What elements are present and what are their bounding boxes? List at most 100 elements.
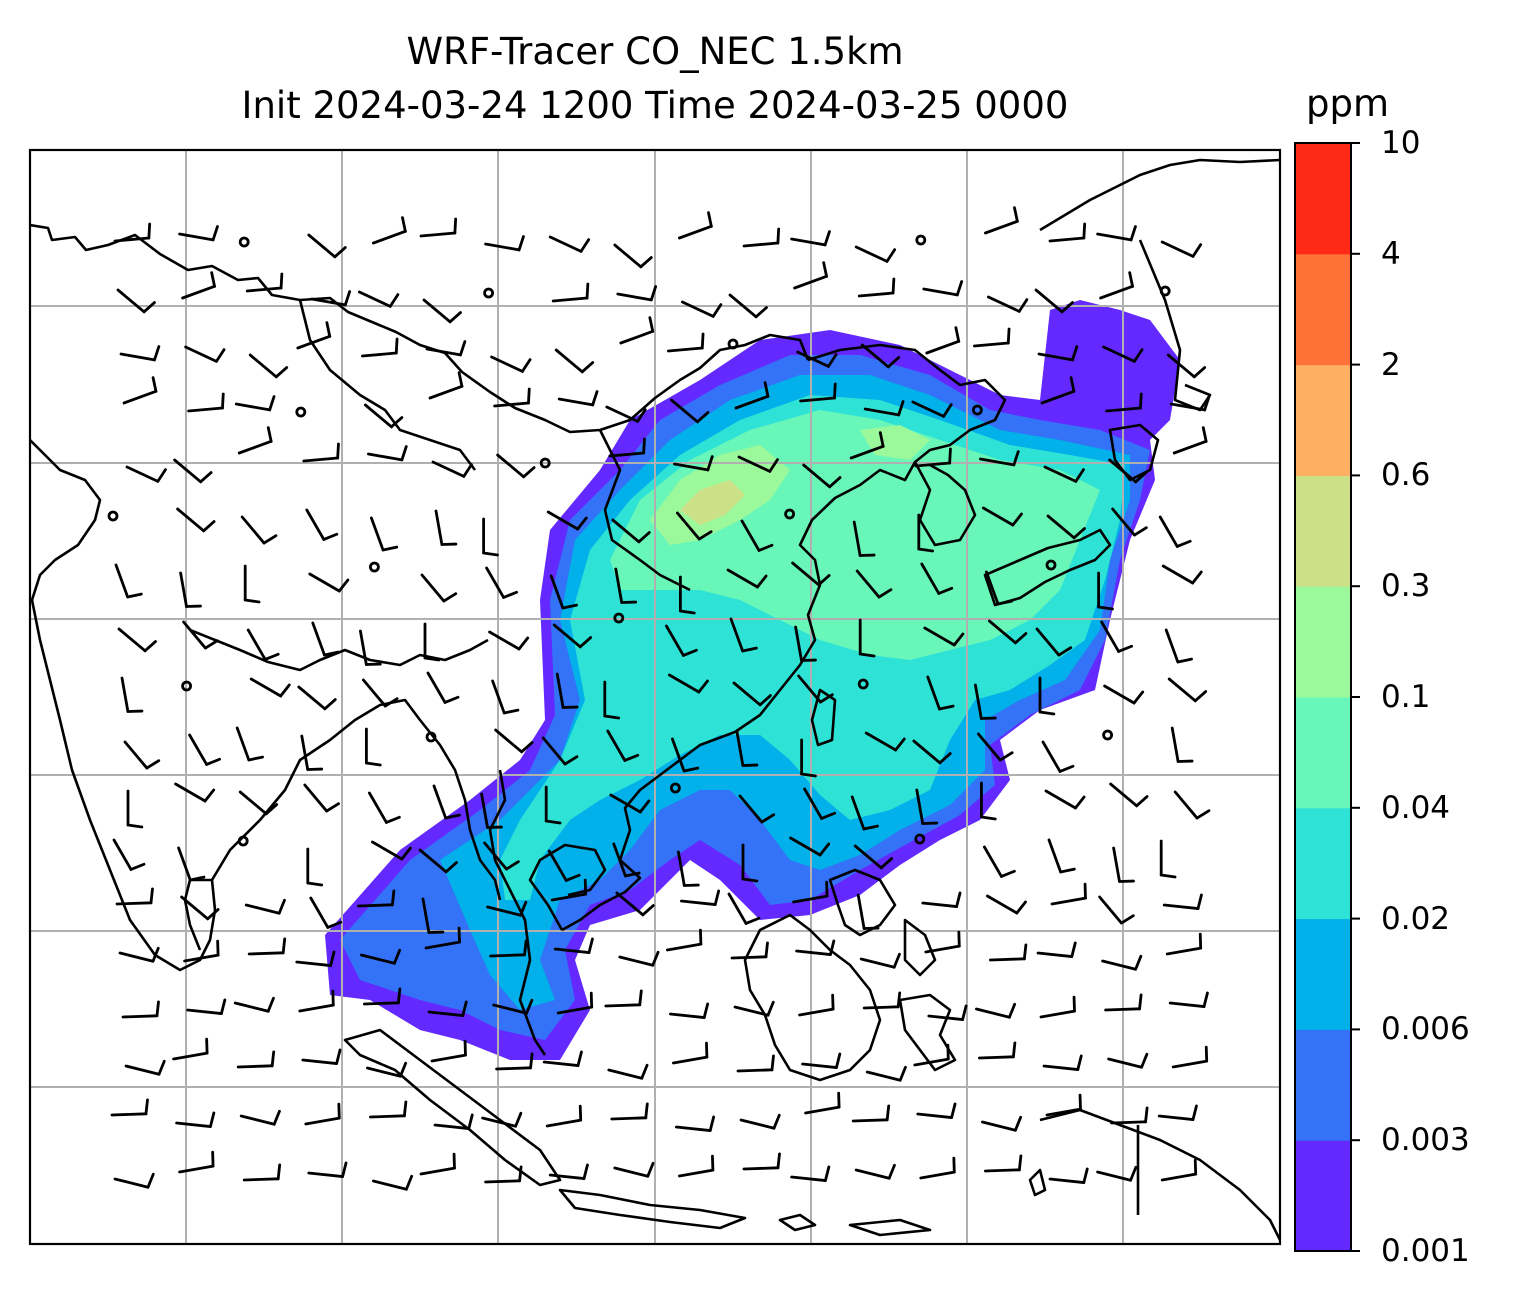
coastline-small-islands	[778, 1168, 1047, 1237]
wind-barb	[123, 740, 161, 770]
colorbar-segment	[1295, 697, 1351, 809]
wind-barb	[852, 520, 876, 557]
wind-barb	[420, 573, 458, 603]
chart-title-line1: WRF-Tracer CO_NEC 1.5km	[406, 30, 904, 73]
wind-barb	[306, 847, 324, 887]
wind-barb	[984, 1154, 1023, 1173]
wind-barb	[370, 840, 412, 861]
wind-barb	[791, 561, 831, 587]
coastline-taiwan	[810, 688, 837, 747]
wind-barb	[1162, 893, 1203, 910]
wind-barb	[618, 950, 660, 967]
wind-barb	[248, 353, 289, 379]
wind-barb	[484, 1165, 523, 1184]
wind-barb	[734, 381, 770, 410]
wind-barb	[850, 795, 879, 831]
wind-barb	[296, 321, 332, 350]
wind-barb	[310, 290, 352, 307]
wind-barb	[926, 675, 955, 711]
wind-barb	[921, 891, 962, 908]
wind-barb	[240, 515, 278, 545]
wind-barb	[481, 1111, 523, 1128]
wind-barb	[183, 939, 220, 963]
wind-barb	[430, 1039, 467, 1063]
wind-barb	[356, 889, 396, 908]
wind-barb	[557, 390, 599, 407]
wind-barb	[916, 1102, 957, 1119]
wind-barb-calm	[727, 338, 739, 350]
wind-barb	[730, 941, 769, 960]
wind-barb	[302, 442, 340, 463]
wind-barb	[668, 673, 709, 694]
colorbar-unit-label: ppm	[1306, 82, 1390, 125]
wind-barb	[613, 243, 653, 269]
colorbar-tick-label: 0.006	[1381, 1011, 1470, 1048]
wind-barb	[676, 511, 713, 541]
wind-barb	[364, 727, 382, 767]
wind-barb	[1160, 240, 1203, 258]
wind-barb	[985, 570, 1014, 606]
wind-barb-calm	[238, 236, 250, 248]
wind-barb	[546, 510, 588, 531]
wind-barb	[548, 235, 591, 253]
wind-barb	[112, 838, 146, 871]
wind-barb	[799, 382, 837, 403]
coastline-borneo	[743, 913, 882, 1082]
wind-barb	[728, 293, 768, 319]
wind-barb	[249, 677, 291, 698]
wind-barb	[619, 316, 655, 345]
wind-barb	[243, 564, 261, 604]
wind-barb	[986, 894, 1027, 915]
wind-barb	[680, 889, 721, 906]
wind-barb	[1107, 1052, 1149, 1069]
wind-barb	[980, 781, 997, 821]
wind-barb	[1172, 426, 1208, 455]
wind-barb	[307, 233, 347, 259]
wind-barb	[735, 730, 759, 767]
wind-barb	[984, 206, 1019, 235]
wind-barb-calm	[237, 835, 249, 847]
wind-barb	[301, 1048, 342, 1065]
wind-barb	[1043, 465, 1085, 483]
wind-barb	[675, 1115, 716, 1132]
wind-barb	[1105, 392, 1143, 413]
wind-barb	[858, 618, 876, 658]
wind-barb	[604, 989, 643, 1008]
wind-barb	[423, 622, 441, 662]
wind-barb	[359, 948, 402, 965]
wind-barb	[1046, 514, 1086, 540]
wind-barb-calm	[107, 510, 119, 522]
wind-barb	[803, 787, 836, 820]
wind-barb	[978, 1041, 1017, 1060]
wind-barb	[1164, 628, 1193, 664]
wind-barb	[1044, 789, 1086, 810]
wind-barb	[865, 1065, 907, 1082]
wind-barb	[863, 400, 905, 417]
wind-barb	[485, 566, 518, 599]
wind-barb	[1040, 376, 1076, 405]
wind-barb	[300, 734, 324, 771]
wind-barb	[556, 991, 594, 1015]
wind-barb	[234, 395, 276, 412]
wind-barb	[239, 1109, 281, 1126]
wind-barb	[681, 300, 723, 318]
wind-barb	[977, 732, 1014, 762]
wind-barb	[555, 672, 579, 709]
wind-barb	[981, 1115, 1023, 1132]
coastline-india	[30, 439, 217, 972]
wind-barb	[614, 567, 638, 604]
wind-barbs	[107, 206, 1211, 1191]
wind-barb	[1048, 222, 1087, 243]
wind-barb	[742, 1152, 781, 1171]
wind-barb	[1100, 620, 1133, 653]
coastline-new-guinea	[1039, 1108, 1280, 1241]
wind-barb	[427, 1000, 468, 1017]
wind-barb	[610, 1102, 649, 1121]
wind-barb-calm	[613, 612, 625, 624]
colorbar-segment	[1295, 143, 1351, 255]
wind-barb	[1111, 507, 1148, 537]
wind-barb-calm	[1045, 559, 1057, 571]
colorbar-segment	[1295, 1029, 1351, 1141]
chart-title-line2: Init 2024-03-24 1200 Time 2024-03-25 000…	[241, 84, 1069, 127]
wind-barb	[673, 455, 714, 472]
